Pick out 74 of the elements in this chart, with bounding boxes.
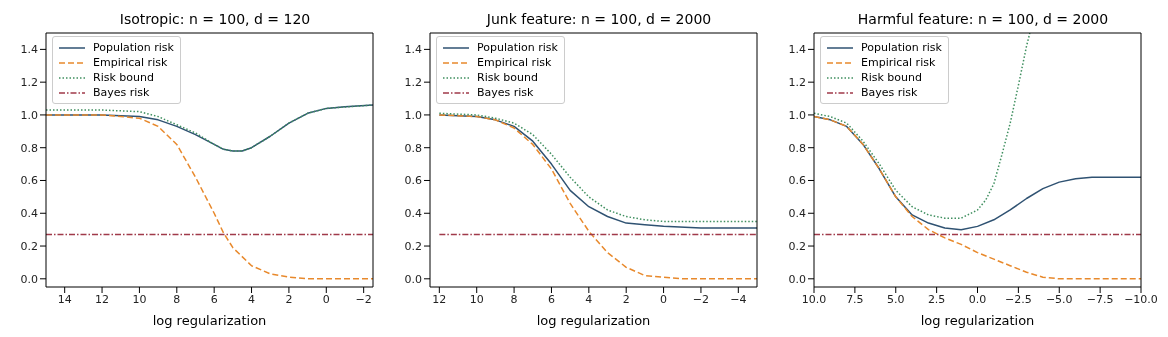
legend-label: Population risk — [477, 41, 558, 54]
x-axis-title: log regularization — [536, 313, 651, 328]
y-tick-label: 0.2 — [788, 239, 806, 253]
x-tick-label: 10 — [132, 292, 147, 306]
y-tick-label: 0.0 — [788, 272, 806, 286]
x-tick-label: 4 — [248, 292, 256, 306]
y-tick-label: 0.8 — [788, 141, 806, 155]
x-axis-title: log regularization — [152, 313, 267, 328]
x-tick-label: 2.5 — [927, 292, 946, 306]
y-tick-label: 1.0 — [788, 108, 806, 122]
legend-label: Risk bound — [477, 71, 538, 84]
y-tick-label: 1.2 — [404, 76, 422, 90]
y-tick-label: 1.2 — [20, 76, 38, 90]
y-tick-label: 0.4 — [20, 207, 38, 221]
line-series — [814, 115, 1141, 280]
x-tick-label: 10.0 — [801, 292, 827, 306]
y-tick-label: 0.2 — [20, 239, 38, 253]
legend-label: Empirical risk — [861, 56, 936, 69]
legend-label: Population risk — [93, 41, 174, 54]
line-series — [46, 114, 373, 280]
line-series — [814, 33, 1031, 219]
x-tick-label: 0 — [322, 292, 330, 306]
line-series — [438, 114, 757, 280]
x-tick-label: −2.5 — [1005, 292, 1032, 306]
x-tick-label: 5.0 — [887, 292, 905, 306]
x-tick-label: 0.0 — [968, 292, 987, 306]
y-tick-label: 0.8 — [404, 141, 422, 155]
legend-label: Bayes risk — [861, 86, 918, 99]
y-tick-label: 0.8 — [20, 141, 38, 155]
x-tick-label: 6 — [210, 292, 218, 306]
x-tick-label: 0 — [660, 292, 668, 306]
y-tick-label: 0.6 — [404, 174, 422, 188]
legend-label: Empirical risk — [477, 56, 552, 69]
y-tick-label: 0.6 — [788, 174, 806, 188]
x-tick-label: −2 — [355, 292, 372, 306]
y-tick-label: 0.6 — [20, 174, 38, 188]
y-tick-label: 0.4 — [788, 207, 806, 221]
x-tick-label: 2 — [285, 292, 293, 306]
legend-label: Empirical risk — [93, 56, 168, 69]
x-tick-label: 8 — [173, 292, 181, 306]
legend-label: Risk bound — [93, 71, 154, 84]
x-tick-label: −2 — [692, 292, 710, 306]
line-series — [46, 104, 373, 152]
y-tick-label: 1.2 — [788, 76, 806, 90]
x-tick-label: 4 — [585, 292, 593, 306]
x-tick-label: −10.0 — [1124, 292, 1158, 306]
chart-title: Junk feature: n = 100, d = 2000 — [485, 10, 713, 29]
y-tick-label: 0.2 — [404, 239, 422, 253]
y-tick-label: 1.4 — [20, 43, 38, 57]
x-tick-label: 12 — [95, 292, 110, 306]
y-tick-label: 1.4 — [404, 43, 422, 57]
x-tick-label: 7.5 — [846, 292, 864, 306]
x-tick-label: 12 — [432, 292, 447, 306]
y-tick-label: 1.0 — [404, 108, 422, 122]
legend-label: Bayes risk — [477, 86, 534, 99]
x-tick-label: 8 — [510, 292, 518, 306]
x-axis-title: log regularization — [920, 313, 1035, 328]
y-tick-label: 0.4 — [404, 207, 422, 221]
x-tick-label: 14 — [57, 292, 72, 306]
x-tick-label: −7.5 — [1086, 292, 1114, 306]
y-tick-label: 0.0 — [20, 272, 38, 286]
legend-label: Population risk — [861, 41, 942, 54]
y-tick-label: 1.4 — [788, 43, 806, 57]
chart-title: Isotropic: n = 100, d = 120 — [118, 10, 312, 29]
x-tick-label: 2 — [622, 292, 630, 306]
chart-title: Harmful feature: n = 100, d = 2000 — [856, 10, 1110, 29]
x-tick-label: 6 — [547, 292, 555, 306]
x-tick-label: 10 — [469, 292, 484, 306]
y-tick-label: 0.0 — [404, 272, 422, 286]
x-tick-label: −4 — [730, 292, 747, 306]
legend-label: Bayes risk — [93, 86, 150, 99]
legend-label: Risk bound — [861, 71, 922, 84]
y-tick-label: 1.0 — [20, 108, 38, 122]
x-tick-label: −5.0 — [1045, 292, 1073, 306]
